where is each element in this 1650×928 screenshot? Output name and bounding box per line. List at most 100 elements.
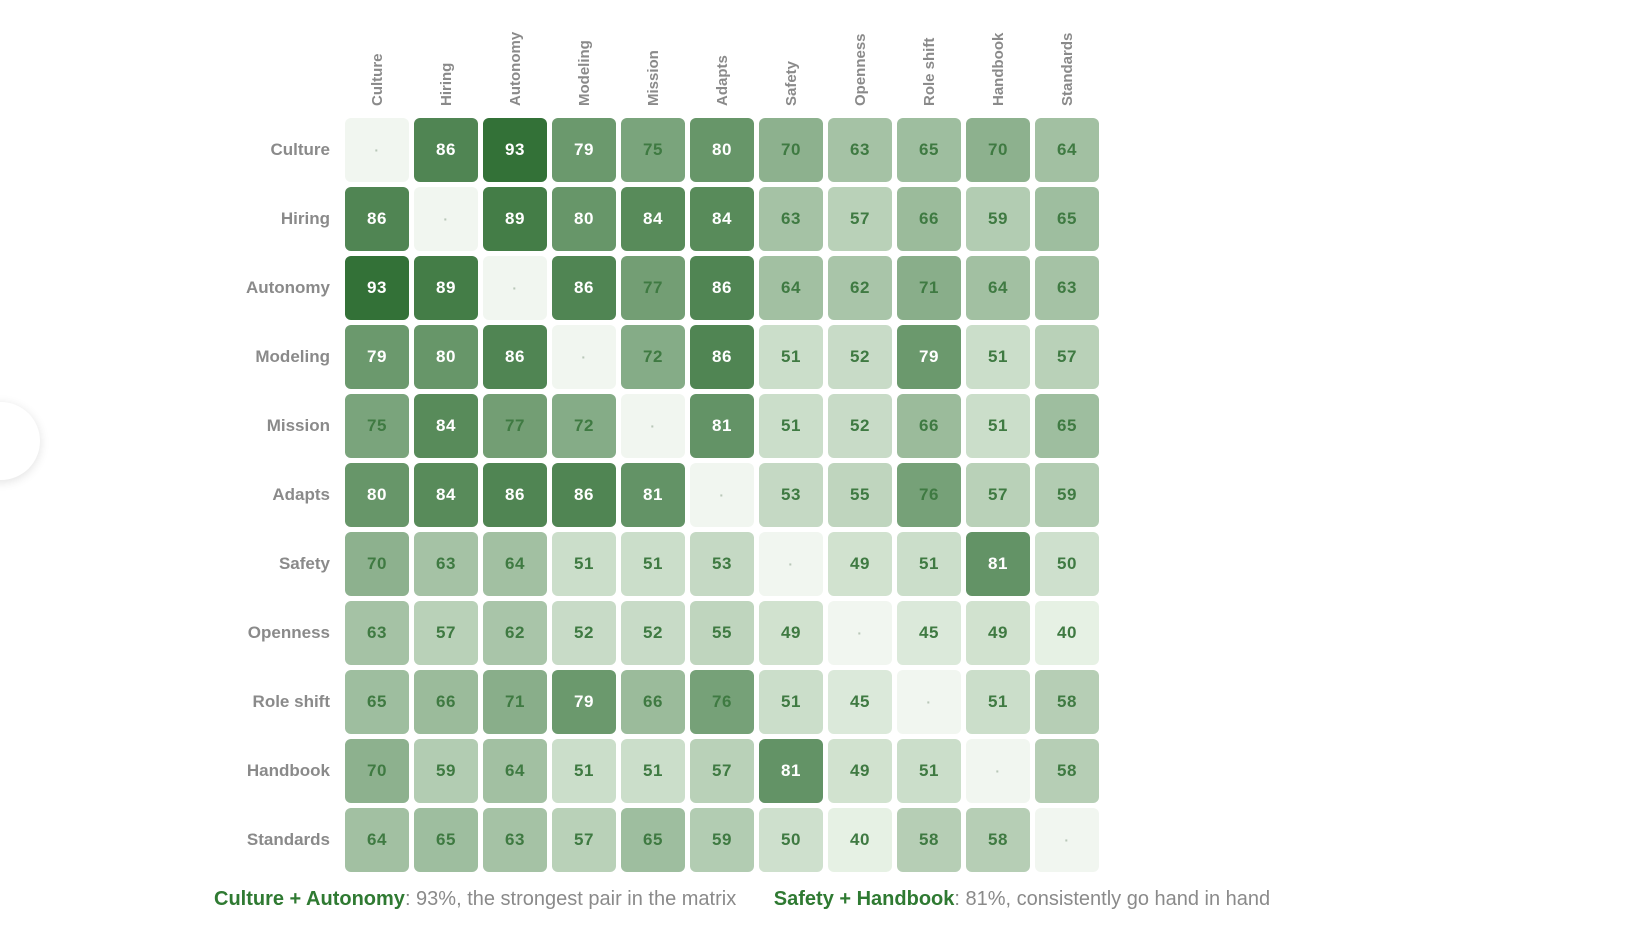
heatmap-cell: 76 — [897, 463, 961, 527]
heatmap-cell: 84 — [414, 394, 478, 458]
row-label: Adapts — [272, 485, 330, 504]
heatmap-cell: 58 — [897, 808, 961, 872]
heatmap-cell-diagonal: · — [483, 256, 547, 320]
row-label: Mission — [266, 416, 330, 435]
heatmap-cell: 75 — [621, 118, 685, 182]
heatmap-cell: 49 — [828, 532, 892, 596]
row-label: Handbook — [246, 761, 330, 780]
column-label: Mission — [645, 50, 662, 106]
heatmap-cell: 49 — [759, 601, 823, 665]
heatmap-cell: 51 — [759, 325, 823, 389]
heatmap-cell-diagonal: · — [1035, 808, 1099, 872]
heatmap-cell: 57 — [966, 463, 1030, 527]
heatmap-cell: 66 — [621, 670, 685, 734]
insight-note-key: Safety + Handbook — [773, 888, 955, 910]
heatmap-cell: 77 — [621, 256, 685, 320]
heatmap-cell: 51 — [897, 532, 961, 596]
heatmap-cell: 52 — [552, 601, 616, 665]
heatmap-cell: 58 — [1035, 739, 1099, 803]
row-label: Culture — [270, 140, 331, 159]
heatmap-cell: 80 — [414, 325, 478, 389]
heatmap-cell-diagonal: · — [621, 394, 685, 458]
heatmap-cell: 66 — [897, 394, 961, 458]
heatmap-cell: 86 — [345, 187, 409, 251]
heatmap-cell-diagonal: · — [345, 118, 409, 182]
column-label: Handbook — [990, 32, 1007, 106]
heatmap-cell: 63 — [414, 532, 478, 596]
heatmap-cell: 51 — [897, 739, 961, 803]
heatmap-cell: 57 — [552, 808, 616, 872]
insight-note-text: : 93%, the strongest pair in the matrix — [404, 888, 737, 910]
heatmap-cell: 81 — [690, 394, 754, 458]
column-label: Standards — [1059, 32, 1076, 106]
insight-note-text: : 81%, consistently go hand in hand — [954, 888, 1271, 910]
row-label: Modeling — [255, 347, 330, 366]
heatmap-cell: 72 — [552, 394, 616, 458]
heatmap-cell: 53 — [690, 532, 754, 596]
heatmap-cell: 51 — [966, 325, 1030, 389]
heatmap-cell: 50 — [1035, 532, 1099, 596]
heatmap-cell: 93 — [345, 256, 409, 320]
heatmap-cell: 65 — [345, 670, 409, 734]
column-label: Safety — [783, 60, 800, 106]
heatmap-cell: 64 — [966, 256, 1030, 320]
heatmap-cell: 49 — [966, 601, 1030, 665]
insight-notes: Culture + Autonomy: 93%, the strongest p… — [214, 888, 1270, 911]
heatmap-cell: 52 — [828, 394, 892, 458]
heatmap-cell: 52 — [621, 601, 685, 665]
heatmap-cell: 70 — [966, 118, 1030, 182]
heatmap-cell: 65 — [1035, 394, 1099, 458]
heatmap-cell: 62 — [828, 256, 892, 320]
heatmap-cell: 72 — [621, 325, 685, 389]
heatmap-cell: 64 — [345, 808, 409, 872]
heatmap-cell: 65 — [897, 118, 961, 182]
heatmap-cell: 55 — [690, 601, 754, 665]
insight-note-key: Culture + Autonomy — [214, 888, 405, 910]
heatmap-cell: 40 — [828, 808, 892, 872]
heatmap-cell: 51 — [621, 739, 685, 803]
heatmap-cell: 45 — [897, 601, 961, 665]
heatmap-cell: 86 — [483, 463, 547, 527]
heatmap-cell: 75 — [345, 394, 409, 458]
column-label: Adapts — [714, 55, 731, 106]
heatmap-cell-diagonal: · — [759, 532, 823, 596]
heatmap-cell: 86 — [414, 118, 478, 182]
heatmap-cell: 57 — [414, 601, 478, 665]
heatmap-cell: 76 — [690, 670, 754, 734]
heatmap-cell: 51 — [552, 739, 616, 803]
heatmap-cell: 71 — [483, 670, 547, 734]
heatmap-cell: 51 — [552, 532, 616, 596]
heatmap-cell: 80 — [345, 463, 409, 527]
heatmap-cell: 86 — [552, 463, 616, 527]
heatmap-cell: 40 — [1035, 601, 1099, 665]
heatmap-cell: 81 — [966, 532, 1030, 596]
heatmap-cell: 80 — [552, 187, 616, 251]
heatmap-cell: 51 — [621, 532, 685, 596]
column-label: Role shift — [921, 37, 938, 106]
heatmap-cell: 79 — [345, 325, 409, 389]
heatmap-cell: 59 — [690, 808, 754, 872]
heatmap-cell: 66 — [897, 187, 961, 251]
heatmap-cell: 70 — [759, 118, 823, 182]
heatmap-cell: 63 — [828, 118, 892, 182]
heatmap-cell: 57 — [1035, 325, 1099, 389]
heatmap-cell: 59 — [414, 739, 478, 803]
heatmap-cell: 86 — [483, 325, 547, 389]
heatmap-cell: 63 — [345, 601, 409, 665]
heatmap-cell: 70 — [345, 532, 409, 596]
heatmap-cell: 62 — [483, 601, 547, 665]
heatmap-cell: 79 — [552, 118, 616, 182]
heatmap-cell: 89 — [414, 256, 478, 320]
heatmap-cell-diagonal: · — [966, 739, 1030, 803]
column-label: Hiring — [438, 62, 455, 106]
row-label: Role shift — [252, 692, 330, 711]
heatmap-cell: 49 — [828, 739, 892, 803]
heatmap-cell: 51 — [759, 394, 823, 458]
heatmap-cell: 59 — [966, 187, 1030, 251]
heatmap-cell: 65 — [1035, 187, 1099, 251]
heatmap-cell: 66 — [414, 670, 478, 734]
row-label: Autonomy — [245, 278, 330, 297]
heatmap-cell: 64 — [483, 739, 547, 803]
insight-note: Culture + Autonomy: 93%, the strongest p… — [214, 888, 736, 911]
